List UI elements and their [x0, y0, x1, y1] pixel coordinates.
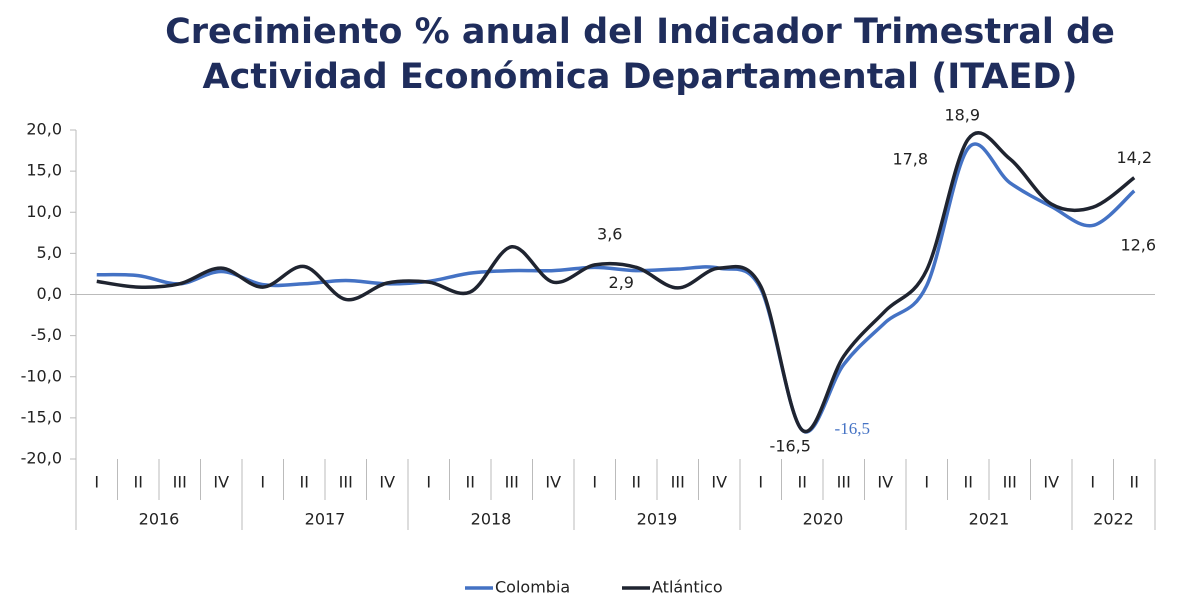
y-tick-label: 20,0 — [26, 120, 62, 139]
x-group-label: 2018 — [471, 510, 512, 529]
x-group-label: 2022 — [1093, 510, 1134, 529]
data-label: 17,8 — [892, 150, 928, 169]
x-tick-label: I — [924, 473, 929, 492]
line-series — [96, 131, 1136, 434]
x-tick-label: III — [339, 473, 353, 492]
y-tick-label: 0,0 — [37, 284, 62, 303]
x-tick-label: IV — [1043, 473, 1059, 492]
chart-title: Actividad Económica Departamental (ITAED… — [203, 57, 1078, 97]
x-tick-label: I — [260, 473, 265, 492]
y-tick-label: -15,0 — [21, 407, 62, 426]
x-tick-label: III — [173, 473, 187, 492]
data-label: -16,5 — [835, 419, 870, 438]
x-tick-label: II — [1130, 473, 1139, 492]
x-tick-label: IV — [545, 473, 561, 492]
x-tick-label: IV — [213, 473, 229, 492]
data-label: 2,9 — [609, 273, 634, 292]
x-tick-label: I — [426, 473, 431, 492]
x-tick-label: III — [837, 473, 851, 492]
x-group-label: 2020 — [803, 510, 844, 529]
x-tick-label: I — [1090, 473, 1095, 492]
x-tick-label: II — [798, 473, 807, 492]
chart-title: Crecimiento % anual del Indicador Trimes… — [165, 12, 1115, 52]
x-tick-label: II — [632, 473, 641, 492]
y-tick-label: 10,0 — [26, 202, 62, 221]
x-tick-label: II — [134, 473, 143, 492]
data-label: 14,2 — [1116, 148, 1152, 167]
x-tick-label: IV — [877, 473, 893, 492]
x-tick-label: II — [964, 473, 973, 492]
data-label: 3,6 — [597, 224, 622, 243]
data-label: 12,6 — [1120, 235, 1156, 254]
y-tick-label: -20,0 — [21, 449, 62, 468]
data-label: -16,5 — [770, 437, 811, 456]
y-tick-label: 15,0 — [26, 161, 62, 180]
y-tick-label: 5,0 — [37, 243, 62, 262]
x-tick-label: I — [94, 473, 99, 492]
legend-label: Colombia — [495, 578, 570, 596]
y-tick-label: -10,0 — [21, 366, 62, 385]
x-tick-label: III — [505, 473, 519, 492]
data-label: 18,9 — [944, 106, 980, 125]
x-tick-label: III — [1003, 473, 1017, 492]
y-tick-label: -5,0 — [31, 325, 62, 344]
x-tick-label: I — [758, 473, 763, 492]
x-group-label: 2017 — [305, 510, 346, 529]
x-tick-label: IV — [379, 473, 395, 492]
x-tick-label: III — [671, 473, 685, 492]
x-tick-label: IV — [711, 473, 727, 492]
x-group-label: 2021 — [969, 510, 1010, 529]
x-group-label: 2019 — [637, 510, 678, 529]
legend-label: Atlántico — [652, 578, 723, 596]
x-tick-label: II — [300, 473, 309, 492]
x-group-label: 2016 — [139, 510, 180, 529]
x-tick-label: I — [592, 473, 597, 492]
x-tick-label: II — [466, 473, 475, 492]
